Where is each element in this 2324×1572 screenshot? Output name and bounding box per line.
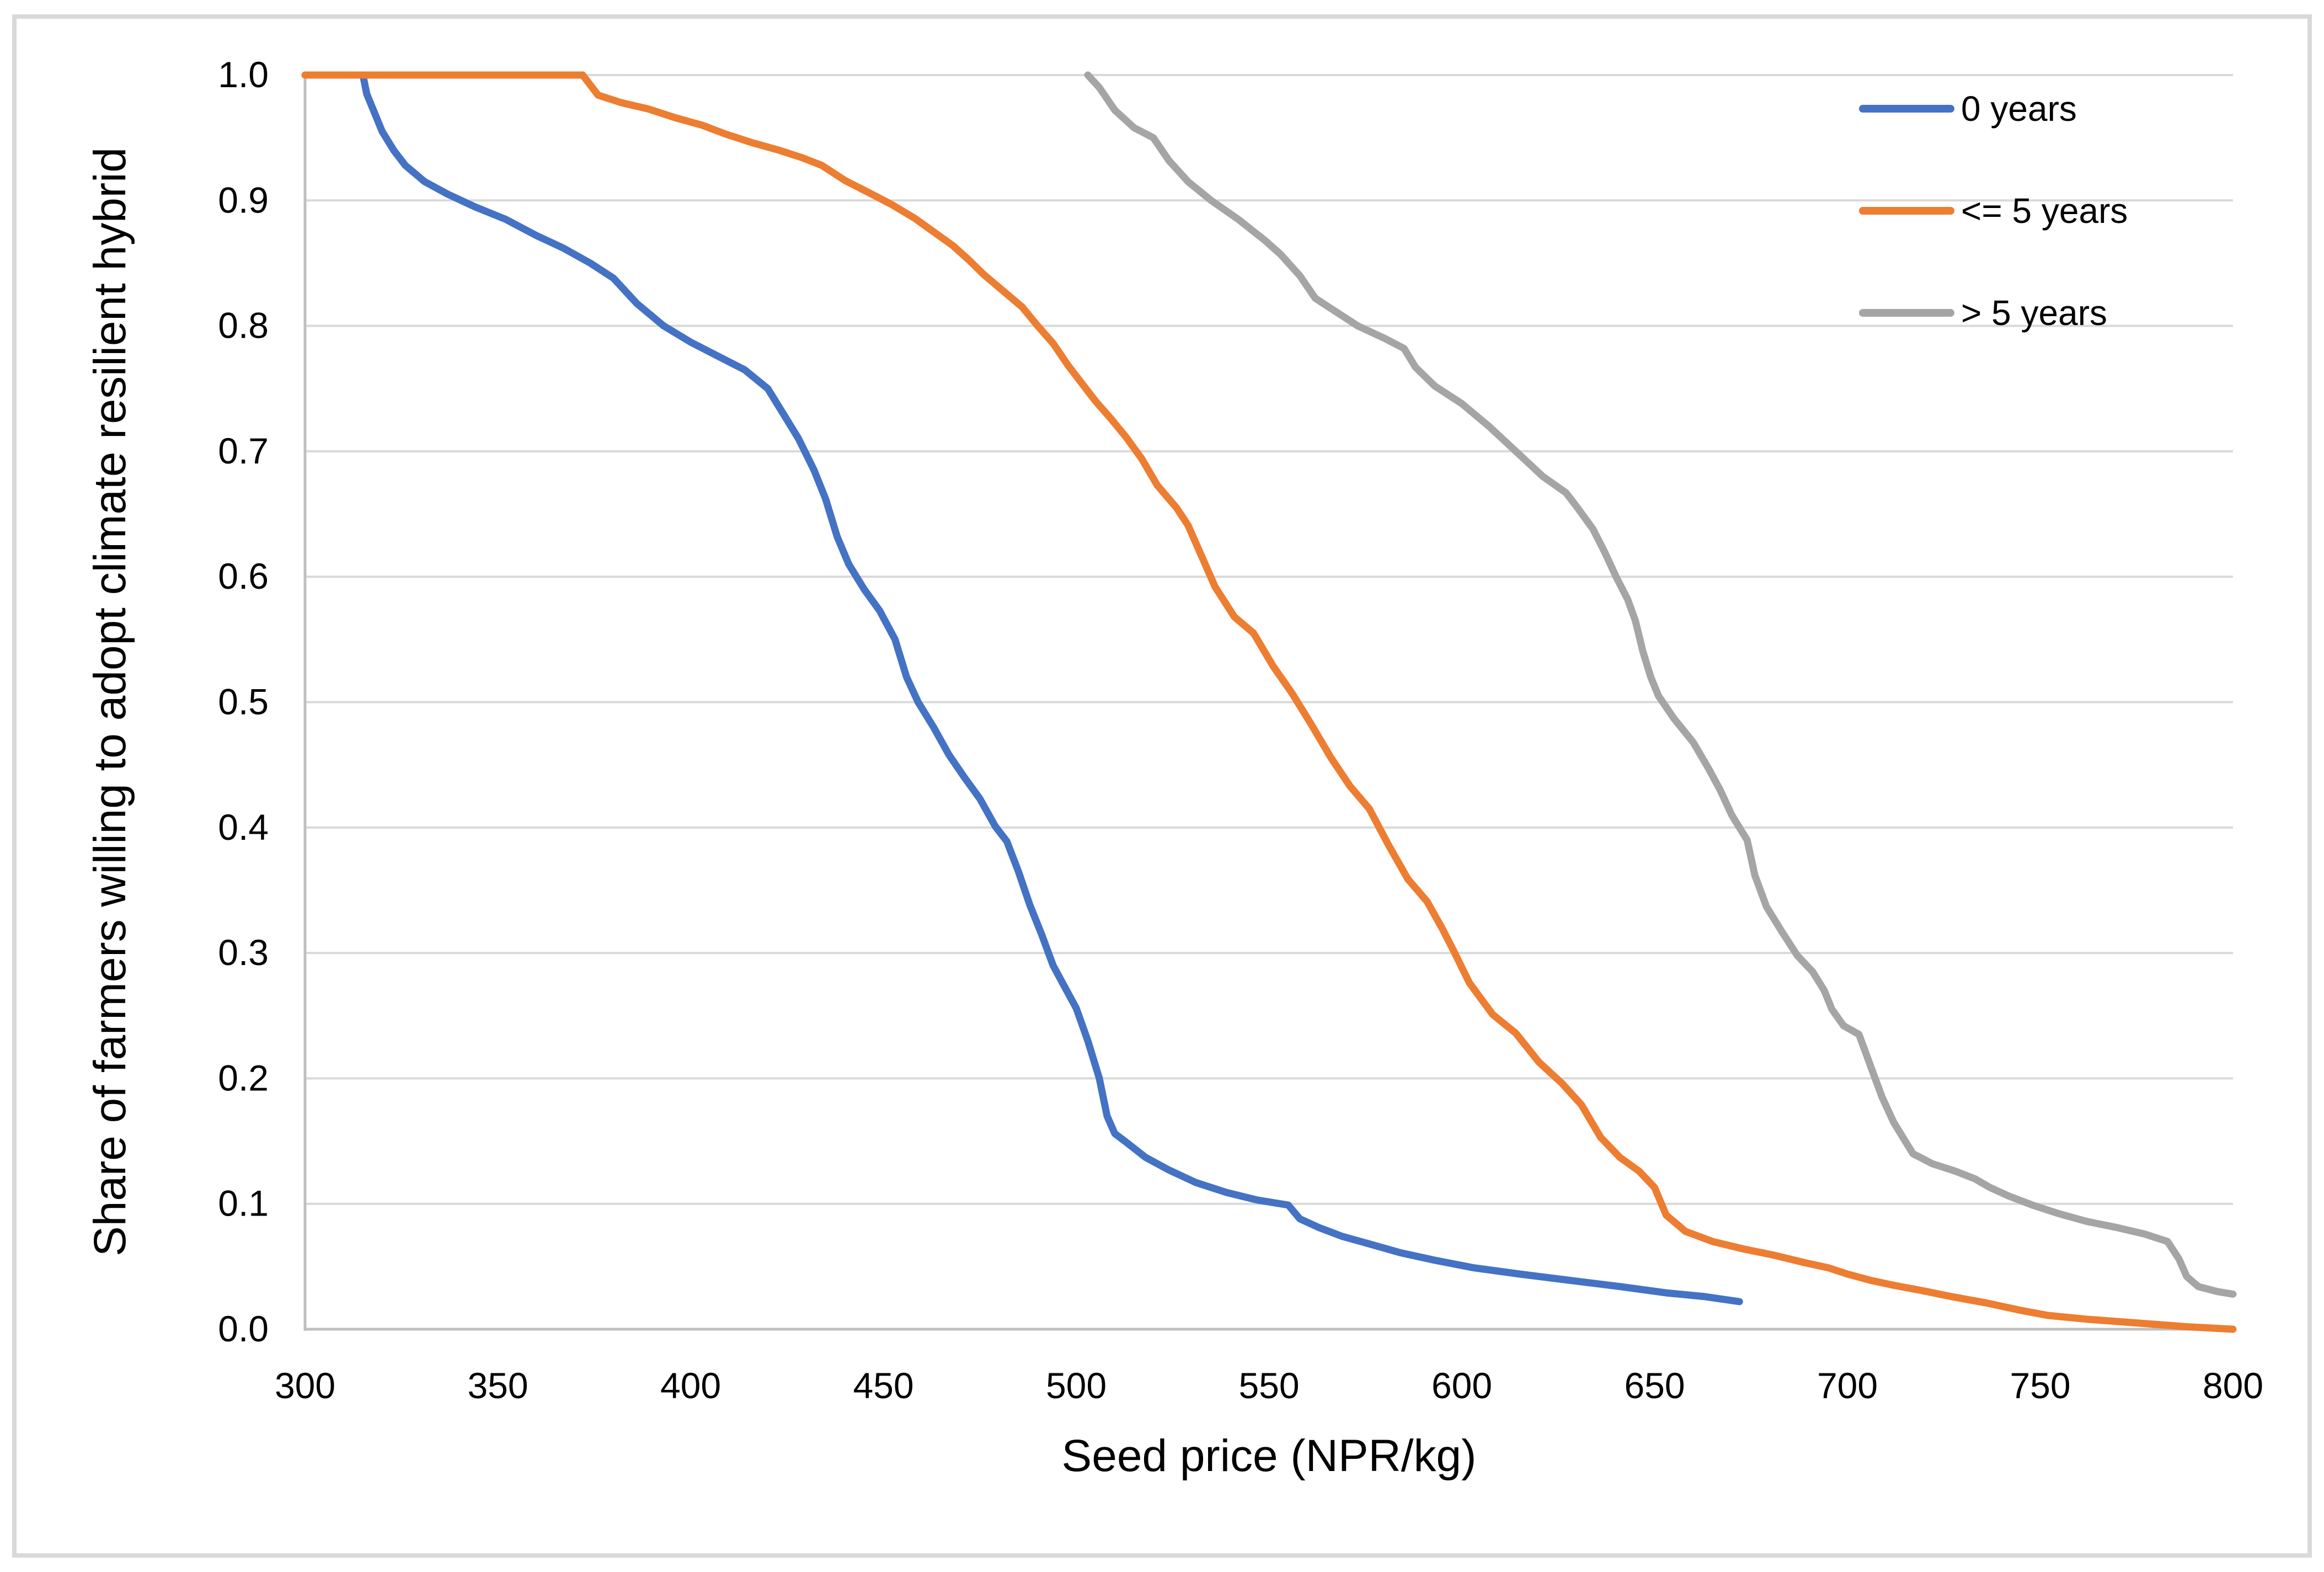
y-tick-label: 0.4	[218, 807, 269, 848]
x-tick-label: 300	[275, 1365, 335, 1406]
y-tick-label: 0.3	[218, 932, 269, 973]
legend-label: <= 5 years	[1961, 191, 2128, 231]
legend-label: 0 years	[1961, 89, 2077, 129]
series-line-2	[1084, 71, 2237, 1298]
legend-line-swatch-orange	[1859, 207, 1954, 215]
legend-item-gt-5-years: > 5 years	[1859, 295, 2107, 331]
x-tick-label: 400	[660, 1365, 721, 1406]
y-tick-label: 0.7	[218, 430, 269, 471]
legend-item-le-5-years: <= 5 years	[1859, 193, 2128, 228]
y-tick-label: 0.2	[218, 1057, 269, 1098]
legend-item-0-years: 0 years	[1859, 91, 2077, 126]
x-tick-label: 750	[2010, 1365, 2070, 1406]
x-tick-label: 700	[1817, 1365, 1878, 1406]
y-tick-label: 0.1	[218, 1183, 269, 1224]
series-line-1	[301, 71, 2237, 1333]
x-tick-labels: 300 350 400 450 500 550 600 650 700 750 800	[275, 1365, 2263, 1406]
figure-border	[12, 14, 2312, 1558]
y-tick-labels: 0.0 0.1 0.2 0.3 0.4 0.5 0.6 0.7 0.8 0.9 1.0	[218, 54, 269, 1349]
legend-line-swatch-blue	[1859, 105, 1954, 113]
x-tick-label: 500	[1046, 1365, 1107, 1406]
y-tick-label: 1.0	[218, 54, 269, 95]
series-line-0	[359, 71, 1743, 1305]
x-tick-label: 450	[853, 1365, 913, 1406]
x-tick-label: 550	[1238, 1365, 1299, 1406]
x-axis-title: Seed price (NPR/kg)	[1061, 1431, 1477, 1481]
x-tick-label: 600	[1431, 1365, 1492, 1406]
series-lines	[301, 71, 2237, 1333]
y-tick-label: 0.8	[218, 305, 269, 346]
y-tick-label: 0.6	[218, 556, 269, 596]
gridlines	[305, 74, 2233, 1205]
x-tick-label: 800	[2203, 1365, 2263, 1406]
x-tick-label: 350	[467, 1365, 528, 1406]
y-tick-label: 0.0	[218, 1308, 269, 1349]
y-tick-label: 0.5	[218, 681, 269, 722]
legend-line-swatch-gray	[1859, 309, 1954, 317]
y-tick-label: 0.9	[218, 179, 269, 220]
y-axis-title: Share of farmers willing to adopt climat…	[85, 147, 135, 1256]
legend-label: > 5 years	[1961, 293, 2108, 333]
x-tick-label: 650	[1624, 1365, 1685, 1406]
